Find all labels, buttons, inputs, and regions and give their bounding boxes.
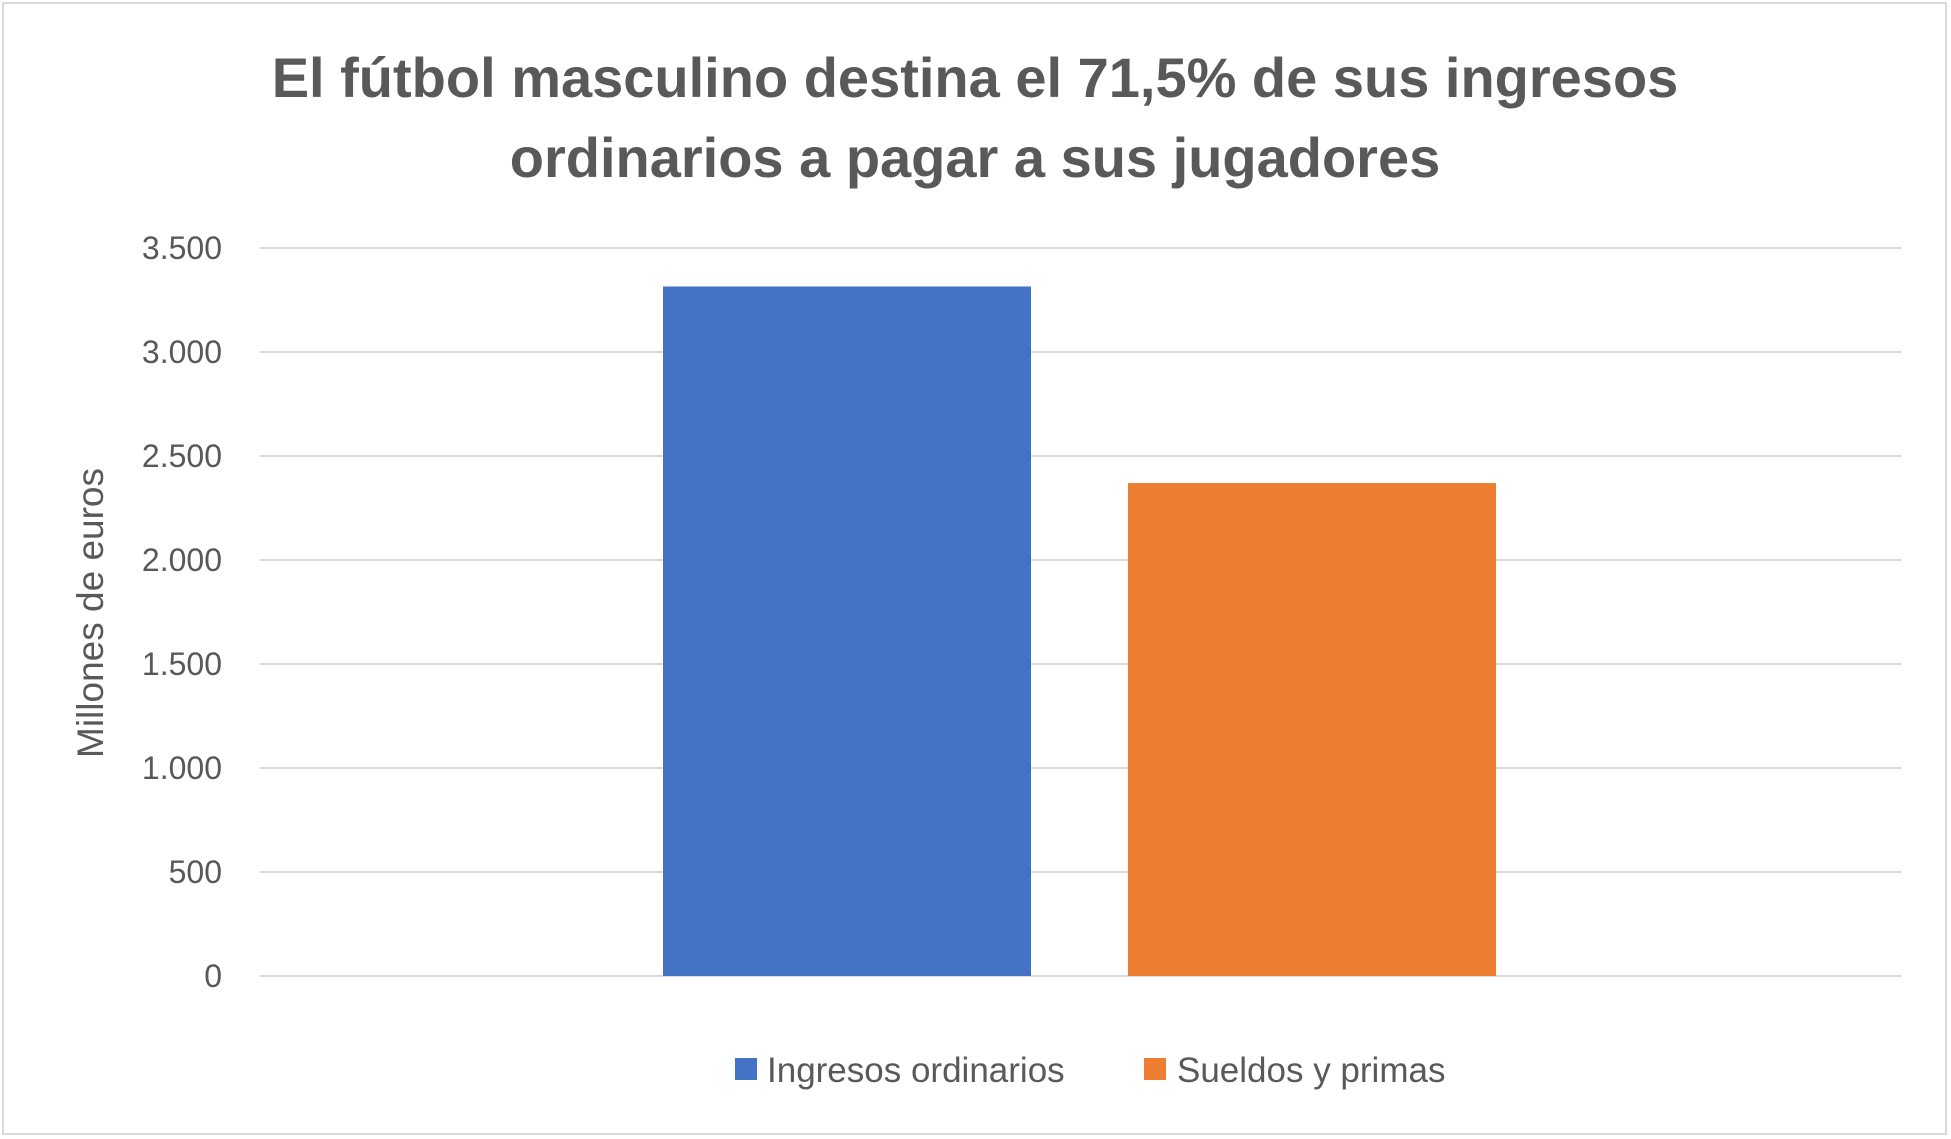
- y-tick-label: 3.500: [142, 230, 222, 266]
- legend: Ingresos ordinarios Sueldos y primas: [735, 1051, 1445, 1090]
- y-tick-label: 0: [204, 958, 222, 994]
- legend-label: Sueldos y primas: [1177, 1051, 1445, 1090]
- legend-swatch: [735, 1058, 757, 1080]
- y-tick-label: 1.000: [142, 750, 222, 786]
- y-tick-label: 2.000: [142, 542, 222, 578]
- legend-item-sueldos-y-primas: Sueldos y primas: [1144, 1051, 1445, 1090]
- y-tick-label: 1.500: [142, 646, 222, 682]
- bar-sueldos-y-primas: [1128, 483, 1496, 976]
- y-tick-label: 2.500: [142, 438, 222, 474]
- y-axis-ticks: 0 500 1.000 1.500 2.000 2.500 3.000 3.500: [142, 230, 222, 994]
- y-tick-label: 500: [169, 854, 222, 890]
- y-axis-title: Millones de euros: [70, 468, 111, 758]
- bars: [663, 286, 1496, 977]
- gridlines: [260, 247, 1901, 977]
- bar-ingresos-ordinarios: [663, 286, 1031, 977]
- y-tick-label: 3.000: [142, 334, 222, 370]
- legend-item-ingresos-ordinarios: Ingresos ordinarios: [735, 1051, 1065, 1090]
- chart-title-line-2: ordinarios a pagar a sus jugadores: [510, 126, 1441, 189]
- chart-title-line-1: El fútbol masculino destina el 71,5% de …: [272, 46, 1679, 109]
- legend-swatch: [1144, 1058, 1166, 1080]
- legend-label: Ingresos ordinarios: [767, 1051, 1065, 1090]
